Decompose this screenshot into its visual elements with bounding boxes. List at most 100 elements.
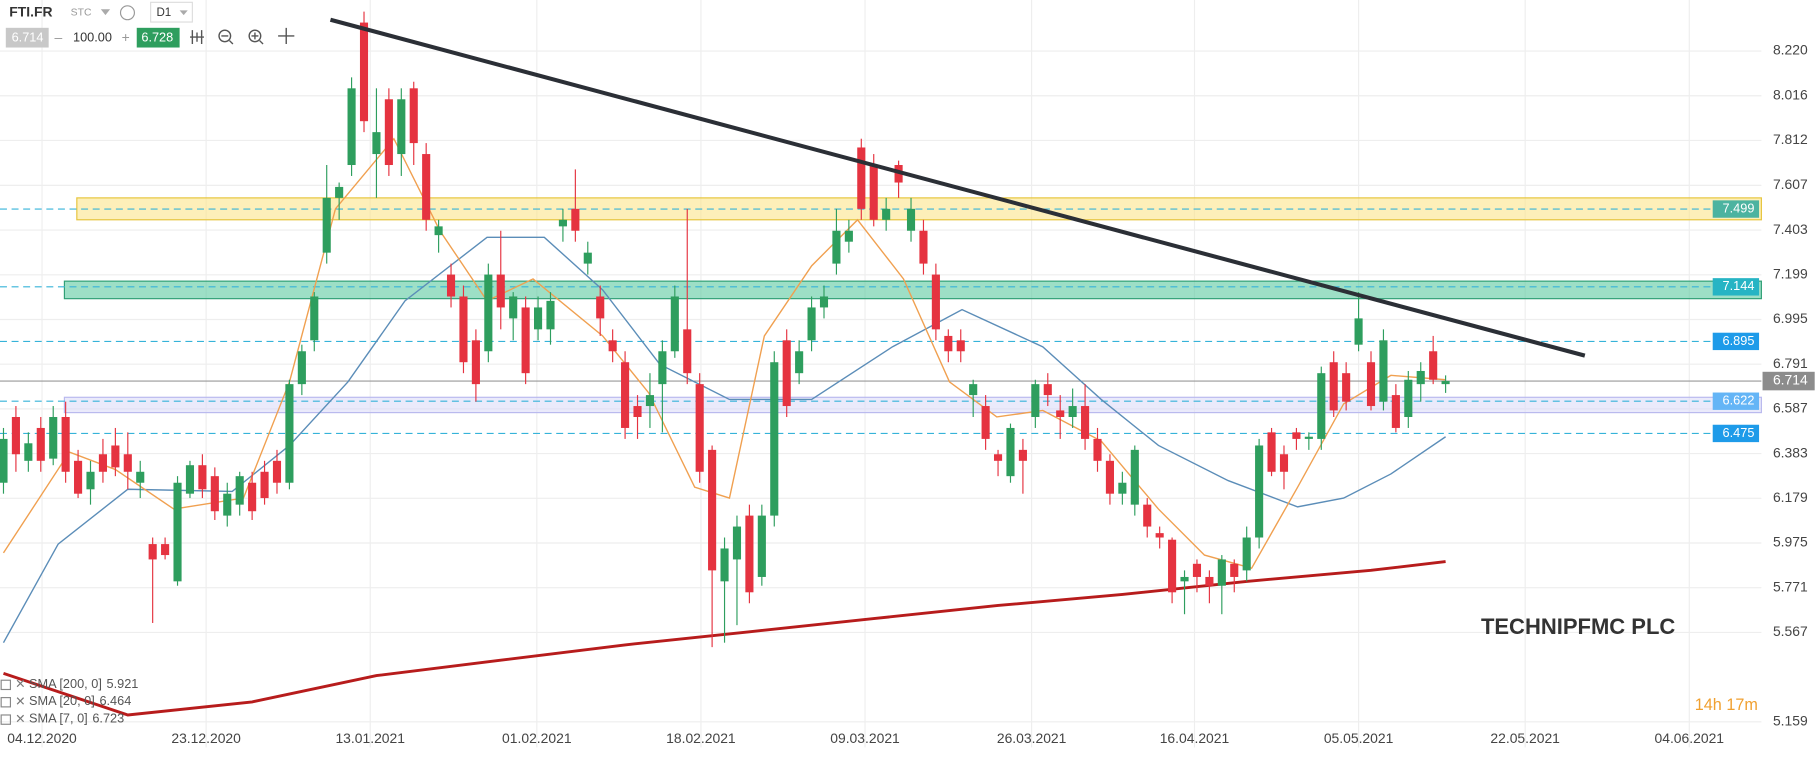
y-tick-label: 6.587 xyxy=(1773,400,1808,416)
candle-body xyxy=(857,147,866,209)
level-label: 6.622 xyxy=(1723,393,1755,408)
y-tick-label: 5.975 xyxy=(1773,534,1808,550)
candle-body xyxy=(409,88,418,144)
info-icon[interactable] xyxy=(119,5,136,21)
candle-body xyxy=(347,88,356,166)
candle-body xyxy=(310,296,319,341)
x-tick-label: 01.02.2021 xyxy=(502,730,572,746)
candle-body xyxy=(1068,406,1077,417)
zoom-in[interactable] xyxy=(248,29,262,43)
volume[interactable]: 100.00 xyxy=(73,30,112,45)
candle-body xyxy=(322,197,331,253)
candle-body xyxy=(1404,379,1413,417)
legend-value: 5.921 xyxy=(107,676,139,691)
candle-body xyxy=(484,274,493,352)
candle-body xyxy=(509,296,518,319)
candle-icon[interactable] xyxy=(190,30,204,45)
candle-body xyxy=(571,208,580,231)
candle-body xyxy=(608,340,617,352)
y-tick-label: 5.771 xyxy=(1773,578,1808,594)
candle-body xyxy=(1230,563,1239,577)
zoom-out[interactable] xyxy=(218,29,232,43)
dropdown[interactable] xyxy=(100,9,111,16)
candle-body xyxy=(0,438,8,483)
candle-body xyxy=(61,416,70,472)
candle-body xyxy=(359,22,369,122)
candle-body xyxy=(1031,384,1040,417)
dropdown[interactable] xyxy=(179,10,188,16)
candle-body xyxy=(372,132,381,155)
candle-body xyxy=(235,476,244,505)
legend-entry: SMA [7, 0] 6.723 xyxy=(29,711,124,726)
x-tick-label: 18.02.2021 xyxy=(666,730,736,746)
legend-icon xyxy=(0,714,12,725)
y-tick-label: 7.607 xyxy=(1773,176,1808,192)
interval-box[interactable] xyxy=(150,1,193,23)
y-tick-label: 5.567 xyxy=(1773,623,1808,639)
candle-body xyxy=(1081,406,1090,439)
interval[interactable]: D1 xyxy=(156,7,171,19)
candle-body xyxy=(1155,533,1164,538)
candle-body xyxy=(1317,373,1326,439)
candle-body xyxy=(633,406,642,417)
price-label: 6.714 xyxy=(1773,372,1808,388)
toolbar: FTI.FR STC D1 6.714 – 100.00 + 6.728 xyxy=(5,1,295,48)
bid[interactable]: 6.714 xyxy=(12,30,44,45)
legend-icon xyxy=(0,697,12,708)
trendline xyxy=(329,17,1586,358)
candle-body xyxy=(1391,395,1400,428)
chart-title: TECHNIPFMC PLC xyxy=(1481,614,1675,639)
candle-body xyxy=(819,296,829,308)
candle-body xyxy=(1018,449,1027,461)
sma-line xyxy=(2,137,1446,569)
move-icon[interactable] xyxy=(278,27,295,45)
minus[interactable]: – xyxy=(54,29,62,45)
candle-body xyxy=(558,219,567,227)
legend-close: ✕ xyxy=(15,711,26,726)
candle-body xyxy=(869,165,878,220)
candle-body xyxy=(98,454,107,472)
candle-body xyxy=(521,307,530,374)
candle-body xyxy=(1192,563,1202,577)
candle-body xyxy=(210,476,219,512)
symbol[interactable]: FTI.FR xyxy=(9,3,52,19)
zone xyxy=(63,396,1762,414)
candle-body xyxy=(422,154,431,220)
candle-body xyxy=(583,252,592,264)
timer: 14h 17m xyxy=(1695,696,1758,714)
y-tick-label: 6.995 xyxy=(1773,310,1808,326)
level-label: 7.144 xyxy=(1723,278,1755,293)
candle-body xyxy=(1329,362,1338,411)
x-tick-label: 13.01.2021 xyxy=(335,730,405,746)
candle-body xyxy=(86,471,95,490)
bid-box[interactable] xyxy=(5,27,49,48)
plus[interactable]: + xyxy=(122,29,130,45)
y-tick-label: 8.220 xyxy=(1773,42,1808,58)
candle-body xyxy=(446,274,456,297)
x-tick-label: 22.05.2021 xyxy=(1490,730,1560,746)
legend-name: SMA [7, 0] xyxy=(29,711,88,726)
candle-body xyxy=(1043,384,1052,396)
candle-body xyxy=(434,226,443,236)
candle-body xyxy=(1105,460,1114,494)
candle-body xyxy=(1366,362,1376,407)
candle-body xyxy=(1056,410,1065,417)
x-tick-label: 04.12.2020 xyxy=(7,730,77,746)
candle-body xyxy=(1342,373,1351,402)
ask-box[interactable] xyxy=(136,27,180,48)
candle-body xyxy=(683,329,692,374)
level-label-box xyxy=(1712,332,1760,351)
candle-body xyxy=(757,515,766,577)
candle-body xyxy=(596,296,605,319)
candle-body xyxy=(1267,432,1276,472)
candle-body xyxy=(621,362,630,428)
ask[interactable]: 6.728 xyxy=(141,30,173,45)
candle-body xyxy=(471,340,480,385)
candle-body xyxy=(534,307,543,330)
candle-body xyxy=(161,544,170,556)
candle-body xyxy=(695,384,704,472)
candle-body xyxy=(397,99,406,155)
candle-body xyxy=(111,445,120,468)
